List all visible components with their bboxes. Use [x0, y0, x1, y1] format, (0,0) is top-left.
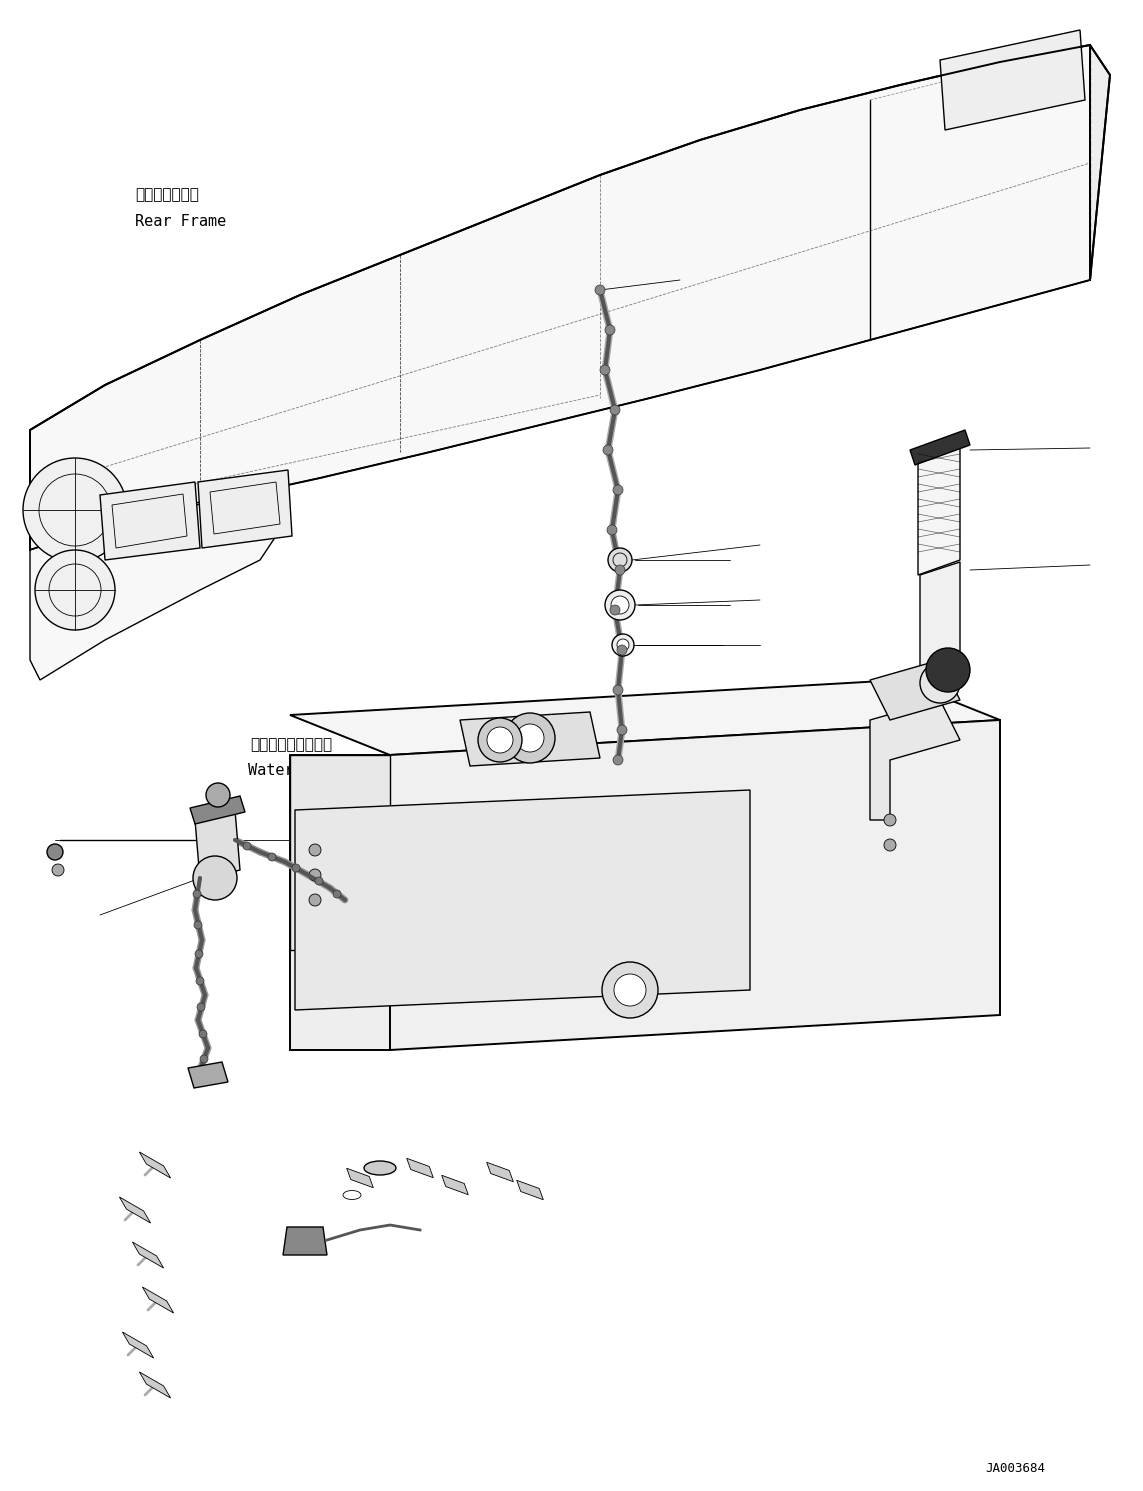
- Polygon shape: [918, 435, 960, 576]
- Polygon shape: [290, 680, 1000, 754]
- Circle shape: [333, 890, 341, 898]
- Circle shape: [884, 814, 896, 826]
- Circle shape: [596, 285, 605, 295]
- Circle shape: [515, 725, 544, 751]
- Circle shape: [487, 728, 513, 753]
- Circle shape: [478, 719, 522, 762]
- Polygon shape: [1090, 45, 1110, 280]
- Circle shape: [613, 754, 623, 765]
- Circle shape: [193, 856, 237, 901]
- Polygon shape: [190, 796, 245, 825]
- Polygon shape: [133, 1242, 163, 1267]
- Circle shape: [200, 1056, 208, 1063]
- Polygon shape: [139, 1153, 170, 1178]
- Circle shape: [884, 839, 896, 851]
- Polygon shape: [910, 429, 970, 465]
- Polygon shape: [99, 482, 200, 561]
- Circle shape: [602, 962, 658, 1018]
- Circle shape: [607, 525, 617, 535]
- Circle shape: [605, 590, 636, 620]
- Text: ウオータセパレータ: ウオータセパレータ: [250, 738, 333, 753]
- Circle shape: [608, 549, 632, 573]
- Polygon shape: [198, 470, 291, 549]
- Text: Rear Frame: Rear Frame: [135, 215, 226, 230]
- Polygon shape: [30, 45, 1090, 550]
- Circle shape: [612, 634, 634, 656]
- Ellipse shape: [363, 1161, 395, 1175]
- Circle shape: [610, 406, 620, 414]
- Text: JA003684: JA003684: [985, 1461, 1045, 1475]
- Polygon shape: [283, 1227, 327, 1255]
- Circle shape: [195, 950, 203, 959]
- Polygon shape: [870, 661, 960, 720]
- Circle shape: [193, 890, 201, 898]
- Circle shape: [613, 485, 623, 495]
- Circle shape: [505, 713, 555, 763]
- Polygon shape: [346, 1169, 374, 1188]
- Circle shape: [614, 974, 646, 1006]
- Circle shape: [605, 325, 615, 335]
- Polygon shape: [487, 1163, 513, 1182]
- Circle shape: [194, 921, 202, 929]
- Polygon shape: [517, 1181, 543, 1200]
- Polygon shape: [187, 1062, 227, 1088]
- Circle shape: [610, 605, 620, 614]
- Polygon shape: [459, 713, 600, 766]
- Polygon shape: [122, 1331, 153, 1358]
- Circle shape: [926, 649, 970, 692]
- Polygon shape: [295, 790, 750, 1009]
- Circle shape: [309, 869, 321, 881]
- Circle shape: [309, 895, 321, 907]
- Circle shape: [615, 565, 625, 576]
- Polygon shape: [290, 754, 390, 1050]
- Circle shape: [613, 684, 623, 695]
- Polygon shape: [139, 1372, 170, 1399]
- Circle shape: [291, 863, 299, 872]
- Polygon shape: [920, 562, 960, 683]
- Circle shape: [604, 444, 613, 455]
- Circle shape: [23, 458, 127, 562]
- Polygon shape: [290, 754, 390, 950]
- Polygon shape: [441, 1175, 469, 1194]
- Polygon shape: [195, 810, 240, 880]
- Text: リヤーフレーム: リヤーフレーム: [135, 188, 199, 203]
- Circle shape: [47, 844, 63, 860]
- Circle shape: [315, 877, 323, 886]
- Circle shape: [617, 725, 628, 735]
- Circle shape: [612, 596, 629, 614]
- Circle shape: [199, 1030, 207, 1038]
- Circle shape: [195, 977, 203, 986]
- Polygon shape: [143, 1287, 174, 1314]
- Circle shape: [309, 844, 321, 856]
- Circle shape: [600, 365, 610, 376]
- Polygon shape: [870, 699, 960, 820]
- Polygon shape: [119, 1197, 151, 1223]
- Ellipse shape: [343, 1190, 361, 1199]
- Circle shape: [35, 550, 115, 631]
- Circle shape: [51, 863, 64, 877]
- Text: Water Separator: Water Separator: [248, 762, 385, 777]
- Circle shape: [206, 783, 230, 807]
- Polygon shape: [940, 30, 1085, 130]
- Polygon shape: [390, 720, 1000, 1050]
- Polygon shape: [407, 1159, 433, 1178]
- Circle shape: [920, 663, 960, 702]
- Circle shape: [243, 842, 251, 850]
- Circle shape: [617, 640, 629, 652]
- Circle shape: [197, 1003, 205, 1011]
- Circle shape: [617, 646, 628, 655]
- Polygon shape: [30, 491, 280, 680]
- Circle shape: [267, 853, 275, 860]
